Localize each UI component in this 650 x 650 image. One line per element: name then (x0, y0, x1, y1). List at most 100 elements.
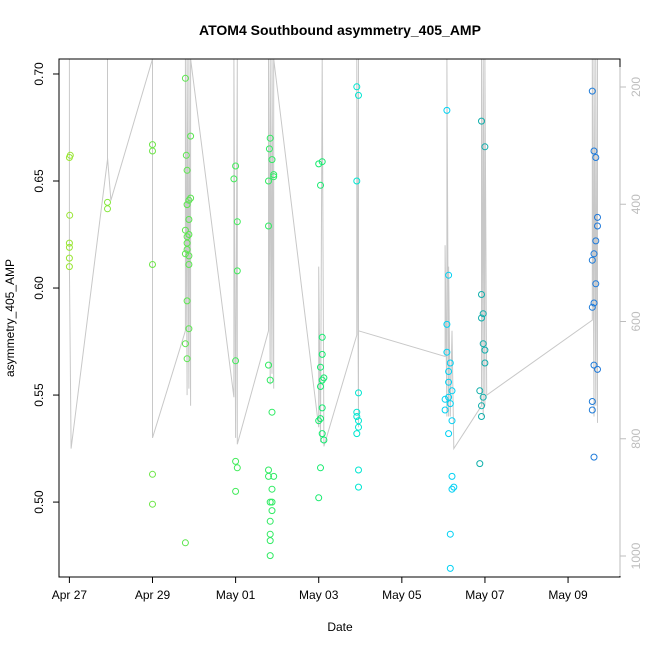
data-point (448, 417, 456, 425)
data-point (441, 406, 449, 414)
data-point (594, 222, 601, 230)
data-point (149, 500, 156, 508)
data-point (183, 246, 191, 253)
data-point (268, 507, 276, 515)
data-point (443, 320, 451, 328)
data-point (66, 151, 74, 159)
data-point (318, 158, 326, 166)
data-point (450, 483, 458, 491)
data-point (182, 151, 190, 159)
y2-tick-label: 400 (629, 194, 643, 214)
data-point (355, 91, 362, 99)
data-point (232, 357, 240, 365)
data-point (183, 297, 191, 305)
data-point (446, 359, 454, 367)
data-point (353, 177, 361, 185)
data-point (320, 374, 328, 382)
data-point (318, 333, 326, 341)
x-tick-label: May 01 (216, 588, 256, 602)
data-point (479, 310, 487, 318)
data-point (270, 171, 278, 179)
data-point (355, 423, 362, 431)
data-point (479, 340, 487, 348)
data-point (448, 472, 456, 480)
data-point (183, 201, 191, 209)
trace-line (68, 58, 598, 451)
data-point (65, 263, 73, 271)
data-point (185, 196, 193, 204)
data-point (185, 325, 193, 333)
data-point (232, 457, 240, 465)
data-point (590, 361, 598, 369)
trace-line-layer (68, 58, 598, 451)
data-point (478, 314, 485, 322)
data-point (592, 280, 600, 288)
data-point (65, 254, 73, 262)
data-point (588, 303, 596, 311)
data-point (268, 498, 276, 506)
data-point (594, 213, 601, 221)
data-point (183, 355, 191, 363)
data-point (187, 132, 195, 140)
data-point (317, 415, 324, 423)
data-point (232, 162, 240, 170)
data-point (181, 340, 189, 348)
x-tick-label: Apr 29 (135, 588, 171, 602)
data-point (478, 413, 485, 420)
data-point (588, 406, 596, 414)
data-point (481, 359, 489, 367)
y-tick-label: 0.50 (32, 490, 46, 514)
y2-tick-label: 1000 (629, 542, 643, 569)
data-point (353, 83, 361, 91)
data-point (66, 211, 74, 219)
data-point (592, 237, 600, 245)
data-point (149, 261, 156, 268)
data-point (481, 143, 489, 151)
data-point (183, 166, 191, 174)
data-point (181, 74, 189, 82)
data-point (230, 175, 238, 183)
data-point (318, 404, 326, 412)
data-point (445, 271, 453, 279)
x-tick-label: Apr 27 (52, 588, 88, 602)
data-point (270, 173, 278, 181)
data-point (588, 87, 596, 95)
data-point (445, 393, 453, 401)
data-point (478, 117, 485, 125)
data-point (353, 408, 361, 416)
y-tick-label: 0.55 (32, 383, 46, 407)
data-point (317, 363, 324, 371)
data-point (353, 430, 361, 438)
data-point (268, 156, 276, 164)
data-point (181, 539, 189, 547)
data-point (233, 464, 241, 472)
data-point (104, 198, 111, 206)
data-point (476, 460, 484, 468)
data-point (265, 177, 272, 185)
data-point (265, 472, 272, 480)
data-point (185, 231, 193, 238)
data-point (594, 365, 601, 373)
data-point (445, 368, 453, 375)
data-point (315, 160, 323, 168)
data-point (265, 466, 272, 474)
data-point (318, 430, 326, 438)
data-point (317, 464, 324, 472)
data-point (266, 517, 274, 525)
y2-tick-label: 200 (629, 77, 643, 97)
data-point (315, 417, 323, 425)
data-point (318, 376, 326, 384)
data-point (448, 387, 456, 395)
data-point (320, 436, 328, 444)
x-axis-label: Date (327, 620, 353, 634)
x-tick-label: May 09 (548, 588, 588, 602)
data-point (478, 291, 485, 298)
data-point (590, 453, 598, 461)
data-point (65, 239, 73, 247)
chart-title: ATOM4 Southbound asymmetry_405_AMP (199, 22, 481, 38)
data-point (481, 346, 489, 354)
points-layer (65, 74, 601, 572)
data-point (104, 205, 111, 213)
data-point (65, 243, 73, 251)
data-point (270, 472, 278, 480)
